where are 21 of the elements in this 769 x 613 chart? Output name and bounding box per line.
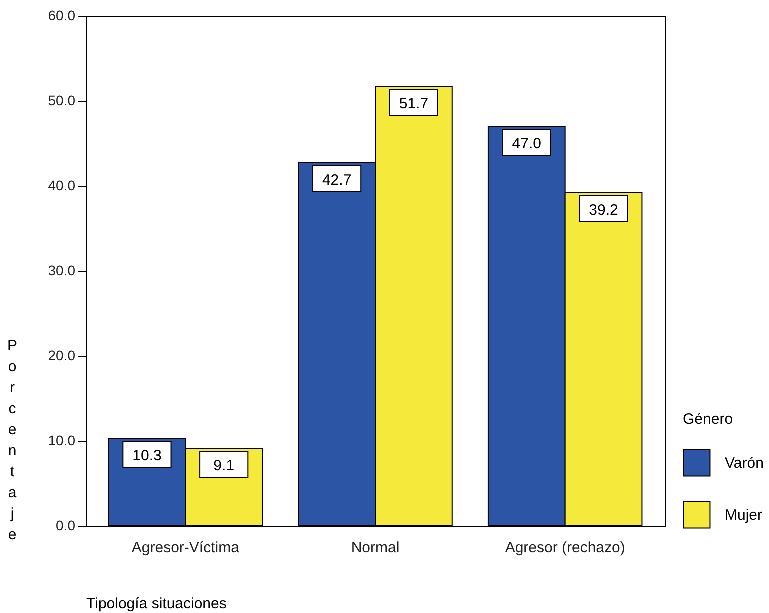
data-label: 39.2 xyxy=(589,202,618,219)
x-tick-label: Agresor-Víctima xyxy=(132,540,240,556)
data-label: 47.0 xyxy=(512,136,542,152)
x-tick-label: Normal xyxy=(351,540,400,556)
y-tick-label: 30.0 xyxy=(48,262,76,278)
legend-label: Mujer xyxy=(725,507,763,524)
y-tick-label: 0.0 xyxy=(56,518,76,534)
x-tick-label: Agresor (rechazo) xyxy=(505,540,626,556)
data-label: 42.7 xyxy=(322,172,352,190)
legend-title: Género xyxy=(683,411,734,428)
y-tick-label: 40.0 xyxy=(48,178,76,194)
x-axis-title: Tipología situaciones xyxy=(86,596,227,612)
y-tick-label: 50.0 xyxy=(48,92,76,108)
data-label: 51.7 xyxy=(399,96,429,113)
y-tick-label: 10.0 xyxy=(48,432,76,448)
text: Porcentaje xyxy=(7,338,18,544)
data-label: 10.3 xyxy=(132,447,162,464)
y-tick-label: 20.0 xyxy=(48,348,76,364)
y-tick-label: 60.0 xyxy=(48,8,76,24)
legend-label: Varón xyxy=(725,455,764,472)
data-label: 9.1 xyxy=(214,458,235,475)
